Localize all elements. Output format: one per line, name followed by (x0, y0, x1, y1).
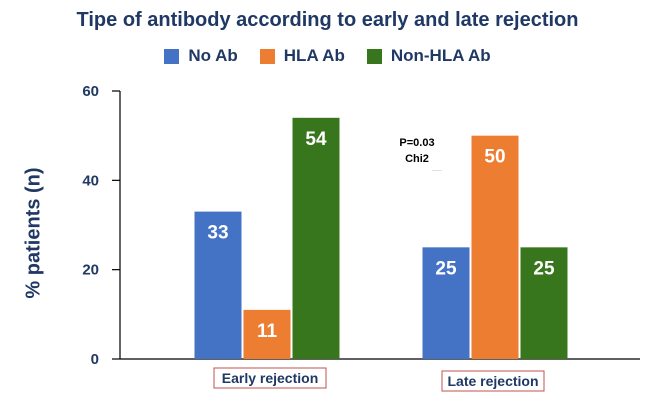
bar (292, 117, 340, 359)
bar (471, 135, 519, 359)
data-label: 11 (257, 321, 278, 342)
data-label: 25 (533, 258, 555, 279)
y-tick-label: 40 (82, 172, 99, 189)
x-tick-label: Late rejection (447, 373, 538, 389)
legend-swatch-hla-ab (259, 48, 275, 64)
legend-item-hla-ab: HLA Ab (259, 46, 345, 66)
legend-label-no-ab: No Ab (188, 46, 238, 65)
data-label: 50 (484, 147, 505, 168)
data-label: 33 (207, 223, 228, 244)
legend-swatch-no-ab (164, 48, 180, 64)
bar (422, 247, 470, 359)
bar (243, 309, 291, 359)
legend-label-hla-ab: HLA Ab (283, 46, 345, 65)
legend-item-non-hla-ab: Non-HLA Ab (366, 46, 491, 66)
chart-title: Tipe of antibody according to early and … (76, 9, 579, 31)
x-tick-label: Early rejection (222, 370, 319, 386)
data-label: 54 (305, 129, 327, 150)
test-name-text: Chi2 (405, 153, 429, 165)
legend-swatch-non-hla-ab (366, 48, 382, 64)
annotation-underline (432, 170, 442, 171)
category-label-box (441, 370, 545, 392)
bar (520, 247, 568, 359)
category-label-box (213, 367, 327, 389)
legend-item-no-ab: No Ab (164, 46, 238, 66)
legend: No Ab HLA Ab Non-HLA Ab (0, 46, 655, 66)
y-tick-label: 60 (82, 83, 99, 100)
y-tick-label: 20 (82, 262, 99, 279)
legend-label-non-hla-ab: Non-HLA Ab (390, 46, 491, 65)
p-value-text: P=0.03 (399, 137, 435, 149)
y-tick-label: 0 (91, 351, 99, 368)
p-value-annotation: P=0.03 Chi2 (396, 135, 438, 167)
bar (194, 211, 242, 359)
data-label: 25 (435, 258, 457, 279)
